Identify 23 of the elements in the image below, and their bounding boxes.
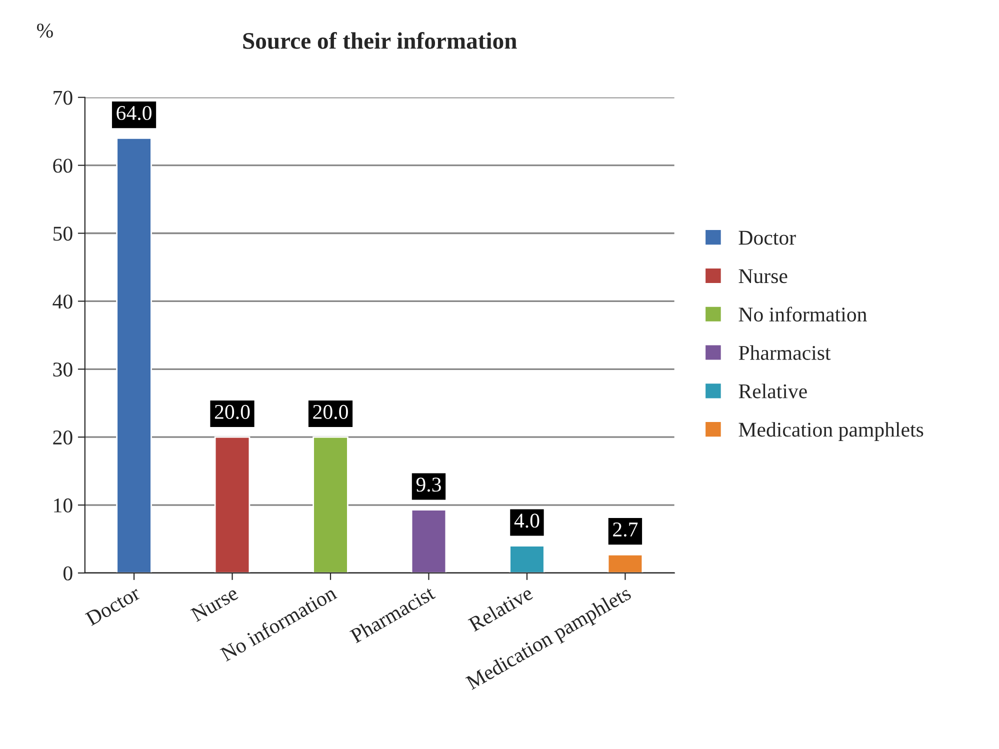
- y-tick-label: 10: [54, 498, 72, 512]
- legend-label: Pharmacist: [738, 345, 831, 360]
- legend-label: Doctor: [738, 230, 796, 245]
- x-tick-label: Nurse: [190, 586, 239, 622]
- y-axis-title: %: [36, 24, 53, 38]
- data-label: 4.0: [514, 514, 540, 528]
- legend-label: Medication pamphlets: [738, 422, 924, 441]
- legend-label: Nurse: [738, 269, 788, 284]
- data-label: 20.0: [214, 404, 250, 420]
- y-tick-label: 20: [53, 430, 72, 445]
- legend-label: No information: [738, 306, 867, 322]
- y-tick-label: 40: [52, 294, 72, 309]
- chart-title: Source of their information: [243, 32, 517, 49]
- data-label: 2.7: [613, 522, 638, 537]
- y-tick-label: 30: [53, 362, 72, 377]
- y-tick-label: 70: [54, 90, 72, 105]
- y-tick-label: 50: [53, 226, 72, 241]
- data-label: 64.0: [116, 106, 152, 120]
- y-tick-label: 0: [63, 566, 72, 580]
- legend-label: Relative: [738, 384, 807, 398]
- y-tick-label: 60: [53, 158, 72, 173]
- data-label: 9.3: [416, 478, 441, 492]
- data-label: 20.0: [313, 404, 348, 420]
